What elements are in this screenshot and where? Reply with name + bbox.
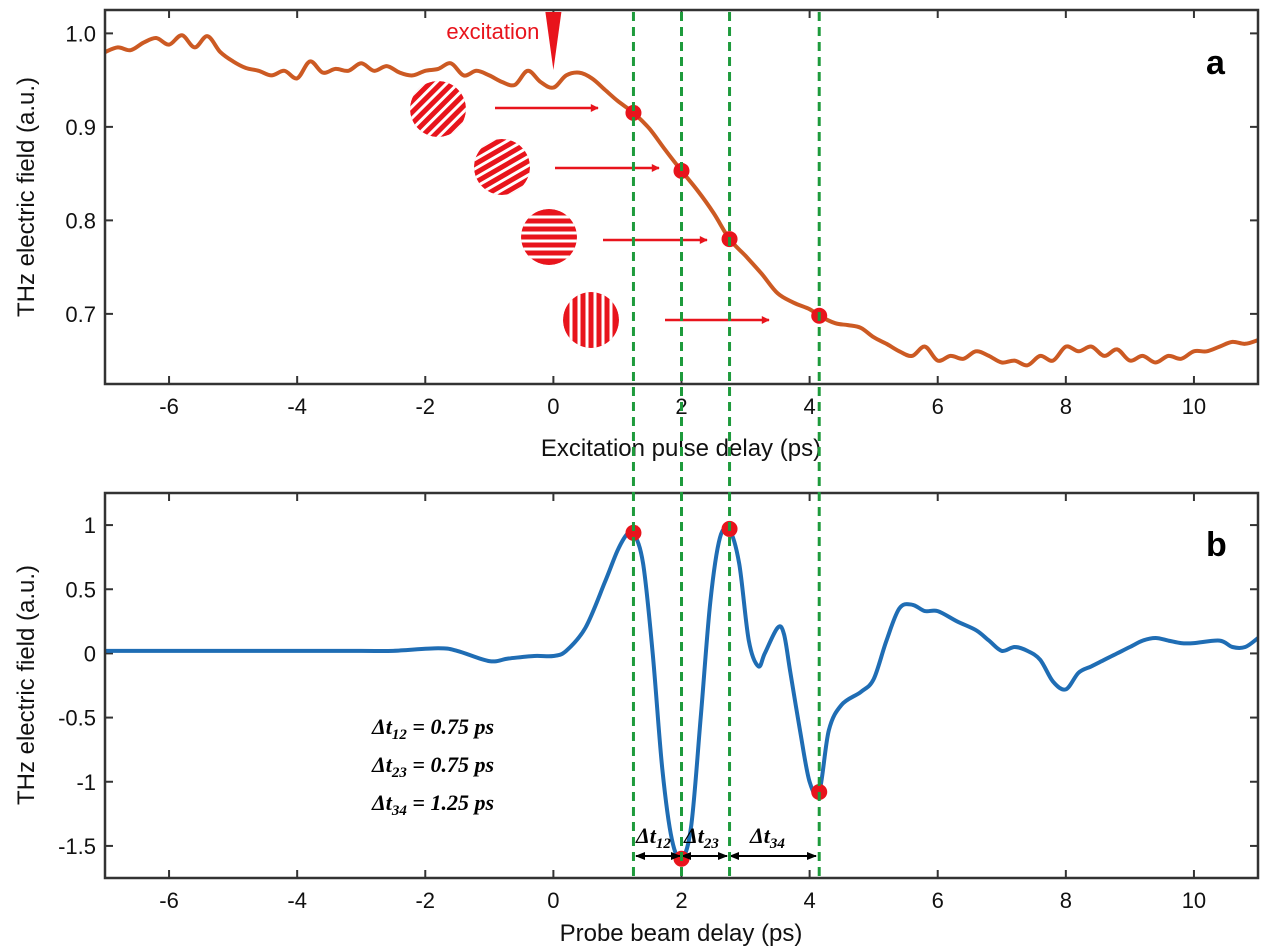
excitation-label: excitation bbox=[446, 19, 539, 44]
panel-a-label: a bbox=[1206, 44, 1226, 82]
panel-a-frame bbox=[103, 8, 1260, 386]
polarization-disc-2 bbox=[474, 139, 530, 195]
panel-b-xtick-label: 8 bbox=[1060, 888, 1072, 913]
panel-a-ytick-label: 1.0 bbox=[65, 21, 96, 46]
panel-b-ytick-label: -0.5 bbox=[58, 706, 96, 731]
panel-a-xtick-label: 8 bbox=[1060, 394, 1072, 419]
panel-a-series-line bbox=[105, 33, 1258, 368]
panel-b-ytick-label: 0.5 bbox=[65, 577, 96, 602]
note-dt12: Δt12 = 0.75 ps bbox=[371, 714, 494, 743]
panel-a-xtick-label: 6 bbox=[932, 394, 944, 419]
panel-b-label: b bbox=[1206, 526, 1227, 564]
panel-b-ytick-label: 0 bbox=[84, 641, 96, 666]
panel-b-ylabel: THz electric field (a.u.) bbox=[13, 565, 40, 805]
panel-a-ytick-label: 0.9 bbox=[65, 115, 96, 140]
panel-a-xtick-label: -6 bbox=[159, 394, 179, 419]
guide-lines bbox=[631, 12, 821, 876]
excitation-triangle bbox=[545, 12, 562, 70]
interval-label-34: Δt34 bbox=[749, 823, 785, 852]
panel-b-xlabel: Probe beam delay (ps) bbox=[560, 920, 803, 947]
panel-b-ytick-label: -1.5 bbox=[58, 834, 96, 859]
panel-a-xtick-label: -4 bbox=[287, 394, 307, 419]
panel-b-xtick-label: 6 bbox=[932, 888, 944, 913]
panel-b-marker-1 bbox=[625, 524, 642, 541]
panel-b-xtick-label: 4 bbox=[803, 888, 815, 913]
panel-b-xtick-label: -2 bbox=[415, 888, 435, 913]
panel-a-xtick-label: 10 bbox=[1182, 394, 1206, 419]
note-dt23: Δt23 = 0.75 ps bbox=[371, 752, 494, 781]
panel-a-marker-1 bbox=[625, 104, 642, 121]
polarization-disc-3 bbox=[521, 209, 577, 265]
panel-b-xtick-label: 10 bbox=[1182, 888, 1206, 913]
panel-b-xtick-label: -6 bbox=[159, 888, 179, 913]
panel-b: -6 -4 -2 0 2 4 6 8 10 -1.5 -1 -0.5 0 0.5 1 Δt12 Δt23 Δ… bbox=[13, 491, 1260, 947]
panel-a-ytick-label: 0.8 bbox=[65, 208, 96, 233]
panel-b-xtick-label: 2 bbox=[675, 888, 687, 913]
panel-a: -6-4-202468100.70.80.91.0 bbox=[13, 8, 1260, 462]
polarization-disc-4 bbox=[563, 292, 619, 348]
panel-a-ytick-label: 0.7 bbox=[65, 302, 96, 327]
panel-b-frame bbox=[103, 491, 1260, 880]
panel-b-ytick-label: -1 bbox=[76, 770, 96, 795]
panel-a-xtick-label: -2 bbox=[415, 394, 435, 419]
panel-b-xtick-label: -4 bbox=[287, 888, 307, 913]
interval-label-23: Δt23 bbox=[683, 823, 719, 852]
panel-a-xtick-label: 0 bbox=[547, 394, 559, 419]
panel-b-xtick-label: 0 bbox=[547, 888, 559, 913]
panel-a-ylabel: THz electric field (a.u.) bbox=[13, 77, 40, 317]
panel-b-series-line bbox=[105, 525, 1258, 862]
panel-a-xtick-label: 4 bbox=[803, 394, 815, 419]
interval-label-12: Δt12 bbox=[635, 823, 671, 852]
panel-b-ytick-label: 1 bbox=[84, 513, 96, 538]
panel-a-ticks: -6-4-202468100.70.80.91.0 bbox=[65, 10, 1258, 419]
note-dt34: Δt34 = 1.25 ps bbox=[371, 790, 494, 819]
panel-b-ticks: -6 -4 -2 0 2 4 6 8 10 -1.5 -1 -0.5 0 0.5 1 bbox=[58, 493, 1258, 913]
